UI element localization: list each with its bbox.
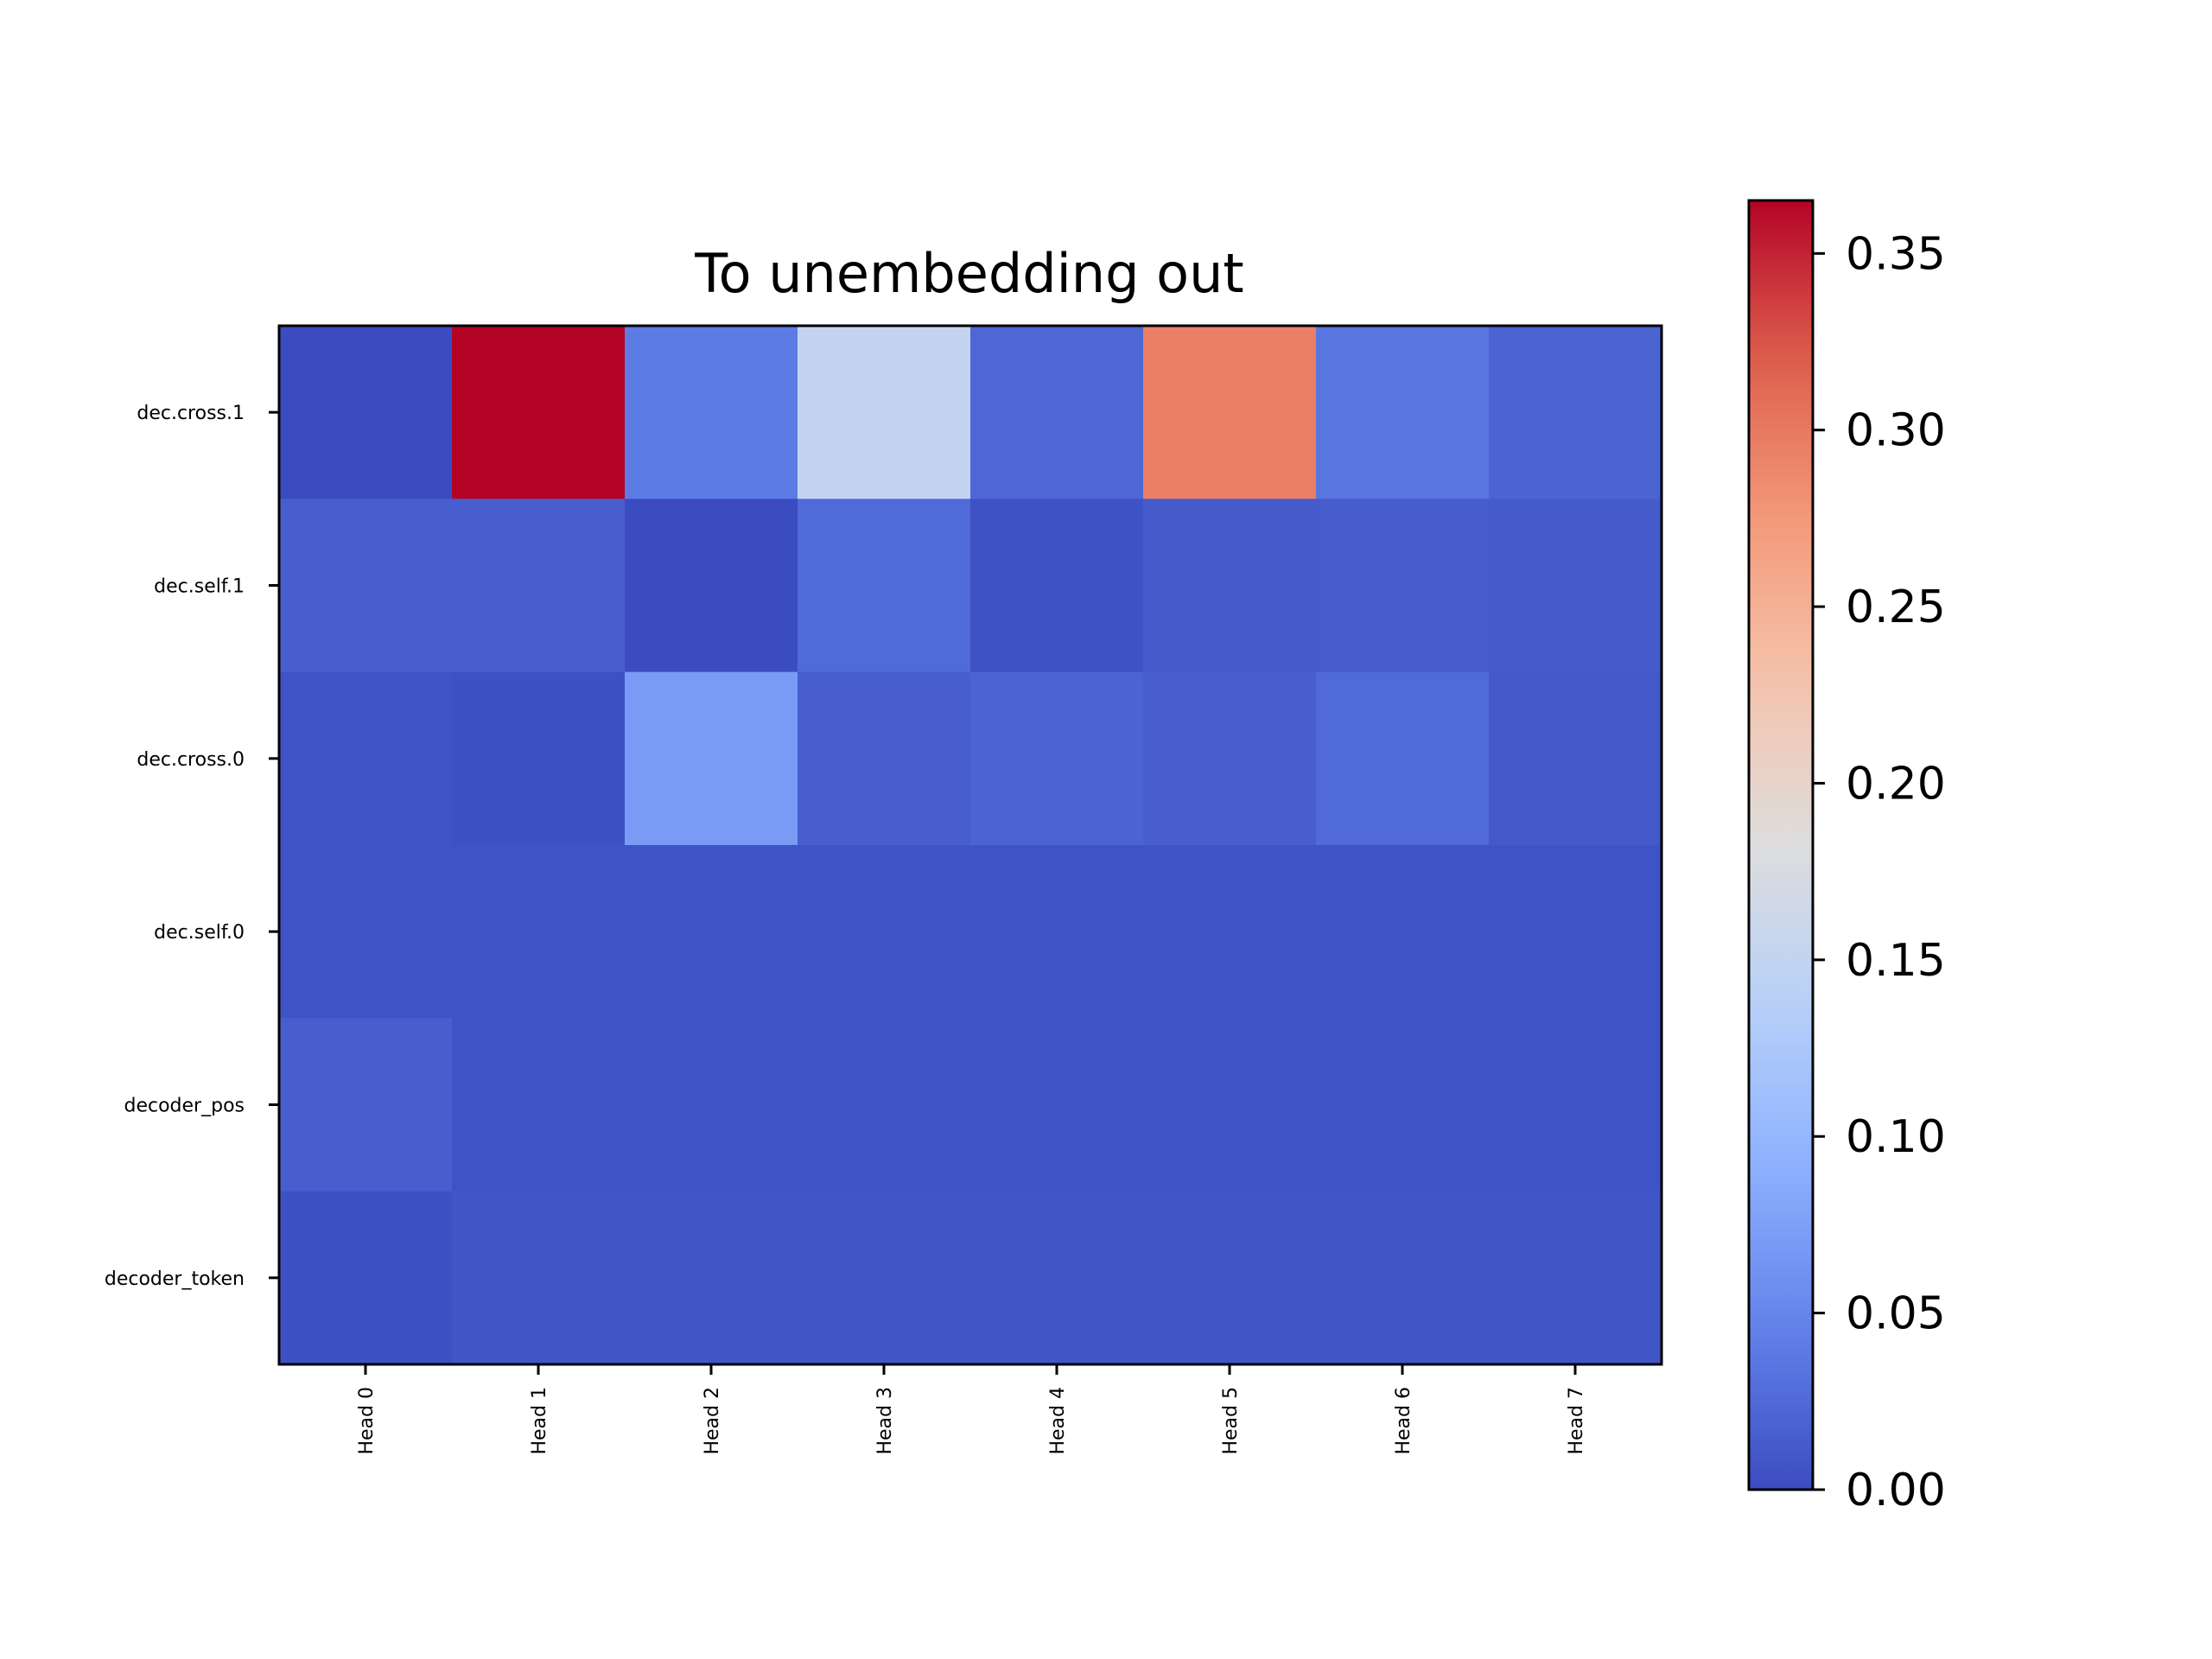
x-tick-label: Head 2 <box>702 1387 723 1455</box>
heatmap-cell <box>798 499 971 673</box>
heatmap-cell <box>1489 671 1662 846</box>
heatmap-cell <box>1316 845 1490 1019</box>
x-tick-label: Head 3 <box>874 1387 896 1455</box>
heatmap-cell <box>279 499 453 673</box>
heatmap-cell <box>798 845 971 1019</box>
y-axis: dec.cross.1 dec.self.1 dec.cross.0 dec.self… <box>105 403 279 1290</box>
heatmap-cell <box>1489 326 1662 499</box>
heatmap-cell <box>970 499 1144 673</box>
y-tick-label: dec.cross.1 <box>137 403 245 424</box>
heatmap-cell <box>452 1191 626 1365</box>
heatmap-cell <box>970 326 1144 499</box>
heatmap-cell <box>452 671 626 846</box>
x-tick-label: Head 1 <box>529 1387 550 1455</box>
colorbar-tick-label: 0.00 <box>1846 1465 1946 1516</box>
heatmap-cell <box>1489 499 1662 673</box>
colorbar-frame <box>1747 199 1815 1491</box>
colorbar-tick-label: 0.30 <box>1846 405 1946 457</box>
heatmap-cell <box>452 1018 626 1192</box>
chart-title: To unembedding out <box>694 242 1243 305</box>
heatmap-cell <box>1143 1191 1317 1365</box>
heatmap-cell <box>1316 1018 1490 1192</box>
heatmap-cells <box>279 326 1662 1365</box>
heatmap-cell <box>452 326 626 499</box>
x-tick-label: Head 4 <box>1047 1387 1069 1455</box>
heatmap-cell <box>279 1018 453 1192</box>
colorbar-tick-label: 0.10 <box>1846 1111 1946 1163</box>
y-tick-label: decoder_pos <box>124 1096 245 1117</box>
heatmap-cell <box>452 845 626 1019</box>
heatmap-cell <box>798 671 971 846</box>
heatmap-cell <box>798 1191 971 1365</box>
heatmap-cell <box>1316 326 1490 499</box>
heatmap-cell <box>1143 499 1317 673</box>
x-tick-label: Head 6 <box>1393 1387 1414 1455</box>
heatmap-cell <box>625 326 798 499</box>
heatmap-cell <box>625 1018 798 1192</box>
colorbar-axis: 0.00 0.05 0.10 0.15 0.20 0.25 0.30 0.35 <box>1813 228 1946 1516</box>
heatmap-cell <box>279 326 453 499</box>
x-axis: Head 0 Head 1 Head 2 Head 3 Head 4 Head 5 Head… <box>356 1364 1587 1455</box>
heatmap-cell <box>798 326 971 499</box>
heatmap-cell <box>279 845 453 1019</box>
heatmap-cell <box>1489 1191 1662 1365</box>
heatmap-cell <box>1489 845 1662 1019</box>
heatmap-cell <box>1316 671 1490 846</box>
x-tick-label: Head 0 <box>356 1387 378 1455</box>
heatmap-cell <box>625 671 798 846</box>
heatmap-cell <box>452 499 626 673</box>
heatmap-cell <box>1316 499 1490 673</box>
heatmap-cell <box>1143 326 1317 499</box>
colorbar-tick-label: 0.20 <box>1846 758 1946 810</box>
heatmap-cell <box>798 1018 971 1192</box>
y-tick-label: decoder_token <box>105 1268 245 1290</box>
x-tick-label: Head 7 <box>1566 1387 1587 1455</box>
y-tick-label: dec.self.0 <box>154 922 245 944</box>
plot-frame <box>277 324 1663 1366</box>
heatmap-cell <box>970 1191 1144 1365</box>
x-tick-label: Head 5 <box>1220 1387 1242 1455</box>
colorbar-gradient <box>1749 200 1813 1490</box>
colorbar-tick-label: 0.15 <box>1846 935 1946 987</box>
y-tick-label: dec.self.1 <box>154 576 245 598</box>
colorbar-tick-label: 0.05 <box>1846 1288 1946 1340</box>
heatmap-cell <box>1489 1018 1662 1192</box>
colorbar-tick-label: 0.35 <box>1846 228 1946 280</box>
heatmap-cell <box>1143 671 1317 846</box>
colorbar-tick-label: 0.25 <box>1846 582 1946 633</box>
heatmap-cell <box>970 671 1144 846</box>
heatmap-cell <box>279 671 453 846</box>
heatmap-cell <box>625 845 798 1019</box>
heatmap-cell <box>970 1018 1144 1192</box>
heatmap-cell <box>625 499 798 673</box>
y-tick-label: dec.cross.0 <box>137 749 245 771</box>
heatmap-cell <box>625 1191 798 1365</box>
heatmap-cell <box>1143 1018 1317 1192</box>
heatmap-cell <box>970 845 1144 1019</box>
heatmap-cell <box>1143 845 1317 1019</box>
heatmap-cell <box>1316 1191 1490 1365</box>
heatmap-cell <box>279 1191 453 1365</box>
